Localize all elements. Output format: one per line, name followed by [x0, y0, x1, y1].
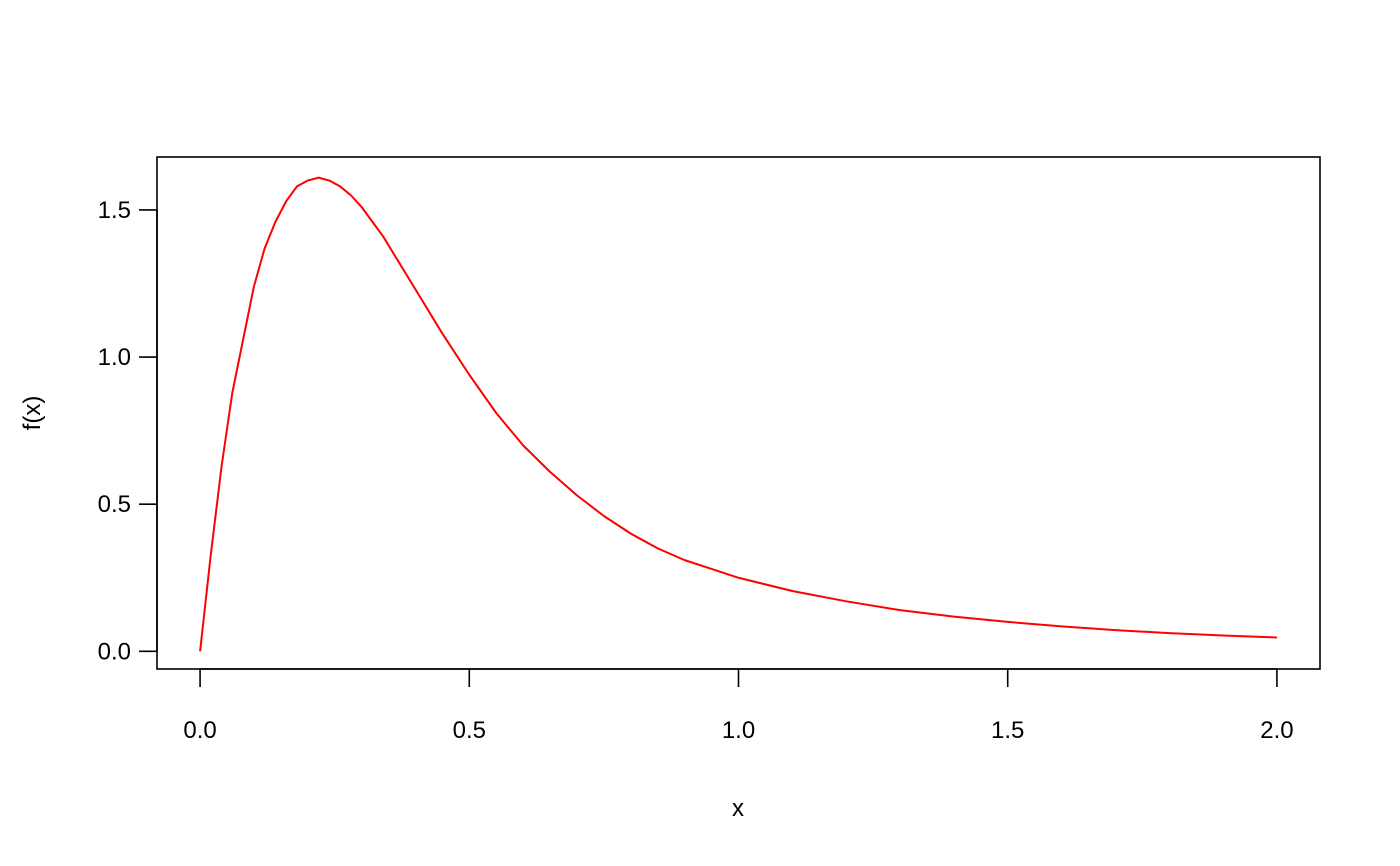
y-tick-label: 1.0: [98, 344, 131, 371]
y-tick-label: 1.5: [98, 197, 131, 224]
plot-frame: [156, 156, 1321, 670]
series-layer: [199, 176, 1277, 652]
x-tick-label: 1.5: [991, 717, 1024, 744]
x-axis-label: x: [732, 795, 744, 822]
x-tick-label: 1.0: [722, 717, 755, 744]
x-tick-label: 0.5: [453, 717, 486, 744]
y-axis-label: f(x): [19, 396, 46, 431]
y-tick-label: 0.0: [98, 638, 131, 665]
density-curve: [199, 176, 1277, 652]
x-axis: 0.0 0.5 1.0 1.5 2.0: [183, 668, 1294, 744]
x-tick-label: 0.0: [183, 717, 216, 744]
y-axis: 0.0 0.5 1.0 1.5: [98, 197, 158, 665]
x-tick-label: 2.0: [1260, 717, 1293, 744]
y-tick-label: 0.5: [98, 491, 131, 518]
